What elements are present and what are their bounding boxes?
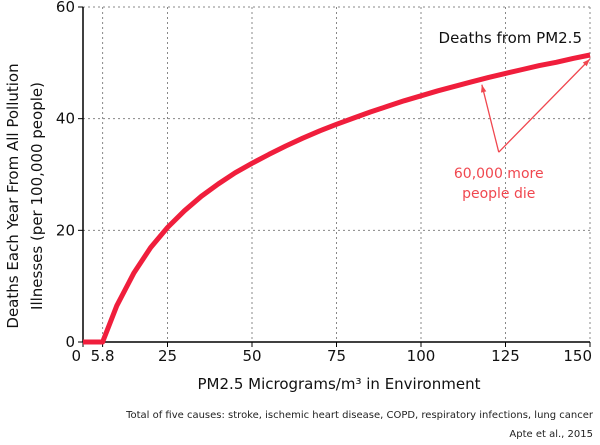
x-tick-label: 25	[158, 347, 177, 365]
y-axis-title-line2: Illnesses (per 100,000 people)	[28, 82, 46, 310]
y-axis-title: Deaths Each Year From All Pollution Illn…	[4, 63, 46, 328]
series-layer: Deaths from PM2.5	[83, 29, 591, 345]
annotation-arrow	[498, 58, 591, 153]
annotation-layer: 60,000 more people die	[454, 58, 591, 202]
footnote-causes: Total of five causes: stroke, ischemic h…	[125, 410, 594, 421]
series-line	[83, 52, 591, 345]
annotation-text-line1: 60,000 more	[454, 166, 544, 182]
x-tick-label: 50	[242, 347, 261, 365]
annotation-text-line2: people die	[462, 186, 535, 202]
x-tick-label: 75	[327, 347, 346, 365]
annotation-arrowhead	[481, 84, 487, 93]
x-axis-title: PM2.5 Micrograms/m³ in Environment	[198, 375, 481, 393]
x-tick-label: 0	[71, 347, 81, 365]
x-tick-label: 150	[563, 347, 592, 365]
y-tick-label: 60	[56, 0, 75, 16]
grid-lines	[83, 6, 591, 342]
x-tick-label: 100	[407, 347, 436, 365]
footnote-source: Apte et al., 2015	[509, 429, 593, 440]
x-tick-label: 5.8	[91, 347, 115, 365]
series-label: Deaths from PM2.5	[439, 29, 582, 47]
tick-labels: 0 20 40 60 0 5.8 25 50 75 100 125 150	[56, 0, 592, 365]
x-tick-label: 125	[491, 347, 520, 365]
y-tick-label: 20	[56, 221, 75, 239]
annotation-arrowhead	[582, 59, 590, 67]
y-axis-title-line1: Deaths Each Year From All Pollution	[4, 63, 22, 328]
annotation-arrow	[481, 84, 500, 153]
y-tick-label: 40	[56, 110, 75, 128]
y-tick-label: 0	[65, 333, 75, 351]
